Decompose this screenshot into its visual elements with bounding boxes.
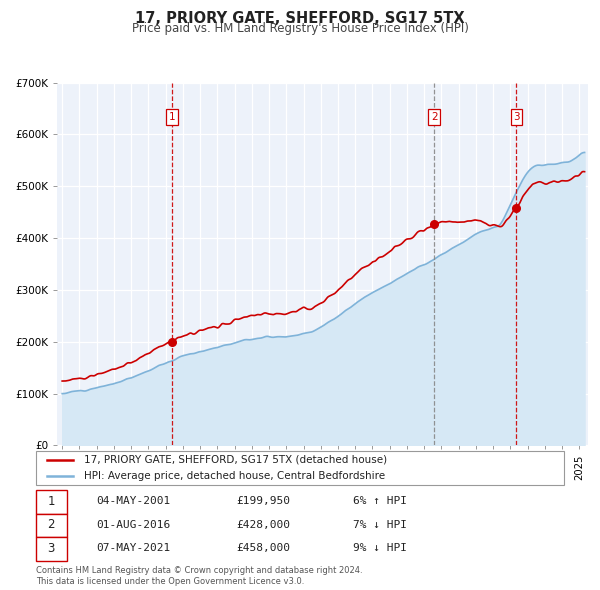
Text: £458,000: £458,000 <box>236 543 290 553</box>
Text: 3: 3 <box>513 112 520 122</box>
FancyBboxPatch shape <box>36 451 564 485</box>
Text: £199,950: £199,950 <box>236 496 290 506</box>
Text: 01-AUG-2016: 01-AUG-2016 <box>97 520 171 530</box>
FancyBboxPatch shape <box>36 490 67 514</box>
Text: 1: 1 <box>47 494 55 508</box>
Text: 7% ↓ HPI: 7% ↓ HPI <box>353 520 407 530</box>
Text: 17, PRIORY GATE, SHEFFORD, SG17 5TX (detached house): 17, PRIORY GATE, SHEFFORD, SG17 5TX (det… <box>83 455 386 465</box>
Text: 9% ↓ HPI: 9% ↓ HPI <box>353 543 407 553</box>
FancyBboxPatch shape <box>36 514 67 537</box>
Text: 04-MAY-2001: 04-MAY-2001 <box>97 496 171 506</box>
Text: HPI: Average price, detached house, Central Bedfordshire: HPI: Average price, detached house, Cent… <box>83 471 385 481</box>
Text: 2: 2 <box>47 518 55 532</box>
Text: 6% ↑ HPI: 6% ↑ HPI <box>353 496 407 506</box>
Text: Price paid vs. HM Land Registry's House Price Index (HPI): Price paid vs. HM Land Registry's House … <box>131 22 469 35</box>
Text: 3: 3 <box>47 542 55 555</box>
Text: £428,000: £428,000 <box>236 520 290 530</box>
FancyBboxPatch shape <box>36 537 67 561</box>
Text: 1: 1 <box>169 112 175 122</box>
Text: Contains HM Land Registry data © Crown copyright and database right 2024.
This d: Contains HM Land Registry data © Crown c… <box>36 566 362 586</box>
Text: 07-MAY-2021: 07-MAY-2021 <box>97 543 171 553</box>
Text: 2: 2 <box>431 112 438 122</box>
Text: 17, PRIORY GATE, SHEFFORD, SG17 5TX: 17, PRIORY GATE, SHEFFORD, SG17 5TX <box>135 11 465 25</box>
